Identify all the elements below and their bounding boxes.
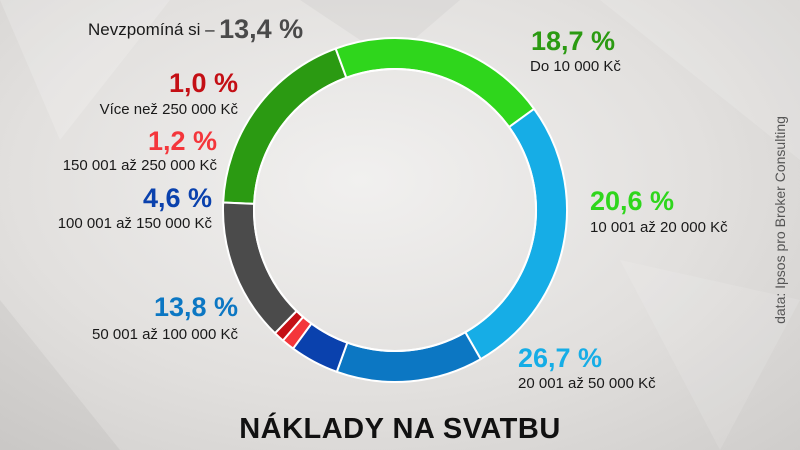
slice-pct-20001-50000: 26,7 % (518, 343, 603, 373)
slice-label-150001-250000: 150 001 až 250 000 Kč (62, 157, 217, 174)
slice-pct-150001-250000: 1,2 % (147, 126, 217, 156)
slice-label-vice-nez-250000: Více než 250 000 Kč (99, 101, 238, 118)
slice-label-20001-50000: 20 001 až 50 000 Kč (518, 375, 656, 392)
chart-title: NÁKLADY NA SVATBU (239, 413, 561, 445)
slice-nevzpomina-si: Nevzpomíná si – 13,4 % (88, 14, 303, 49)
slice-label-100001-150000: 100 001 až 150 000 Kč (57, 215, 212, 232)
slice-pct-50001-100000: 13,8 % (153, 292, 238, 322)
slice-pct-nevzpomina-si: 13,4 % (219, 14, 304, 44)
slice-pct-10001-20000: 20,6 % (590, 186, 675, 216)
donut-slice-3 (335, 330, 483, 383)
slice-label-do-10000: Do 10 000 Kč (530, 58, 621, 75)
slice-label-10001-20000: 10 001 až 20 000 Kč (590, 219, 728, 236)
slice-label-50001-100000: 50 001 až 100 000 Kč (92, 326, 238, 343)
donut-slice-0 (222, 47, 348, 205)
slice-pct-vice-nez-250000: 1,0 % (168, 68, 238, 98)
source-credit: data: Ipsos pro Broker Consulting (772, 116, 788, 324)
slice-pct-100001-150000: 4,6 % (142, 183, 212, 213)
slice-label-nevzpomina-si: Nevzpomíná si – (88, 20, 215, 39)
donut-inner-edge (253, 68, 537, 352)
slice-pct-do-10000: 18,7 % (531, 26, 616, 56)
donut-slice-1 (334, 37, 536, 129)
